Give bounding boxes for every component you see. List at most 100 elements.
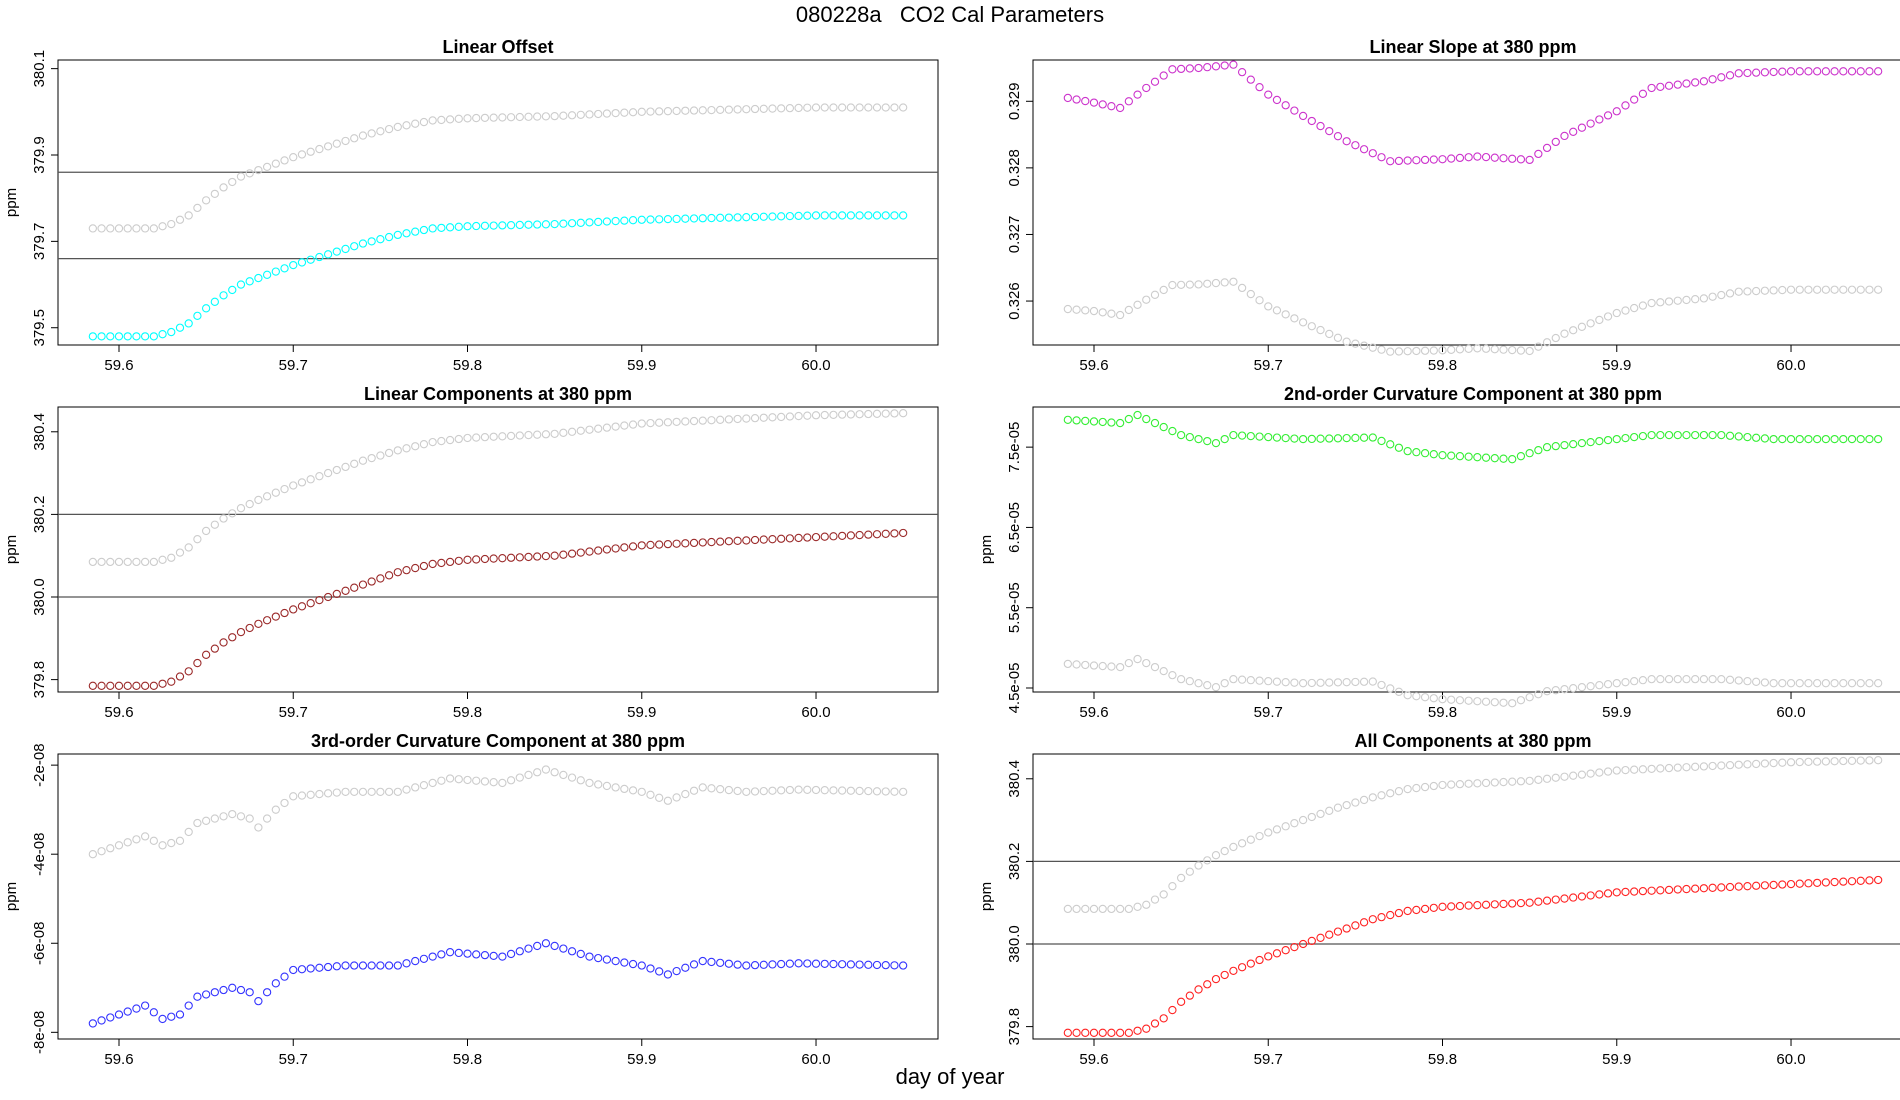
data-point — [376, 787, 385, 797]
data-point — [1847, 67, 1857, 76]
data-point — [1473, 344, 1482, 353]
data-point — [1124, 658, 1133, 668]
data-point — [411, 783, 420, 792]
data-point — [672, 106, 681, 116]
data-point — [655, 967, 664, 976]
series-reference — [1063, 654, 1883, 708]
data-point — [1813, 67, 1822, 76]
data-point — [1717, 761, 1726, 770]
data-point — [1725, 71, 1735, 80]
data-point — [742, 213, 751, 222]
data-point — [106, 557, 115, 567]
data-point — [541, 551, 551, 561]
data-point — [620, 216, 629, 225]
data-point — [210, 520, 219, 529]
data-point — [1821, 679, 1831, 688]
data-point — [132, 681, 141, 690]
data-point — [646, 790, 655, 799]
data-point — [506, 949, 516, 959]
data-point — [97, 332, 106, 341]
data-point — [1577, 322, 1587, 331]
data-point — [149, 224, 158, 233]
data-point — [681, 963, 690, 972]
data-point — [1333, 927, 1343, 936]
data-point — [219, 985, 228, 995]
data-point — [1133, 654, 1142, 664]
data-point — [280, 264, 289, 273]
data-point — [1142, 83, 1151, 93]
data-point — [1664, 297, 1674, 306]
data-point — [559, 219, 568, 228]
data-point — [1586, 437, 1595, 447]
data-point — [419, 561, 429, 571]
data-point — [1176, 430, 1186, 440]
data-point — [1220, 434, 1229, 444]
data-point — [1708, 75, 1717, 84]
data-point — [1325, 126, 1334, 136]
data-point — [1237, 431, 1247, 440]
data-point — [1359, 341, 1369, 350]
data-point — [1316, 933, 1325, 942]
data-point — [890, 103, 899, 112]
data-point — [1072, 660, 1081, 669]
data-point — [1638, 301, 1648, 310]
data-point — [637, 787, 646, 797]
data-point — [123, 838, 132, 847]
data-point — [550, 551, 559, 560]
data-point — [1272, 433, 1282, 442]
data-point — [1403, 784, 1412, 794]
data-point — [855, 103, 864, 112]
data-point — [820, 532, 829, 541]
data-point — [846, 531, 856, 540]
data-point — [480, 113, 490, 123]
data-point — [881, 211, 890, 220]
data-point — [1743, 677, 1752, 686]
data-point — [210, 189, 219, 199]
data-point — [1630, 677, 1639, 686]
data-point — [1412, 346, 1421, 356]
series-current — [1063, 410, 1883, 464]
data-point — [201, 196, 211, 205]
data-point — [1185, 64, 1194, 73]
data-point — [1237, 675, 1247, 684]
data-point — [445, 435, 455, 445]
data-point — [1098, 100, 1107, 109]
data-point — [1342, 337, 1351, 346]
data-point — [872, 409, 882, 418]
data-point — [1176, 997, 1186, 1006]
x-tick-label: 60.0 — [1776, 704, 1805, 721]
data-point — [1072, 95, 1081, 104]
data-point — [219, 812, 228, 821]
data-point — [1865, 434, 1874, 444]
data-point — [716, 537, 725, 546]
data-point — [655, 215, 664, 224]
data-point — [1743, 882, 1752, 891]
data-point — [1386, 684, 1395, 693]
data-point — [167, 219, 176, 229]
data-point — [1333, 434, 1343, 443]
data-point — [550, 111, 559, 121]
data-point — [1595, 681, 1604, 690]
data-point — [1429, 346, 1438, 355]
data-point — [1403, 691, 1412, 700]
data-point — [411, 563, 420, 573]
data-point — [1081, 904, 1090, 914]
data-point — [1386, 789, 1395, 798]
y-tick-label: 0.327 — [1006, 216, 1023, 254]
data-point — [1255, 831, 1264, 841]
data-point — [1621, 306, 1630, 315]
data-point — [1368, 343, 1377, 352]
data-point — [777, 212, 786, 221]
data-point — [707, 213, 716, 223]
data-point — [88, 557, 98, 567]
data-point — [1786, 285, 1796, 294]
data-point — [1743, 760, 1752, 769]
data-point — [1595, 768, 1604, 777]
data-point — [698, 214, 707, 223]
data-point — [1691, 78, 1700, 87]
data-point — [1830, 67, 1839, 76]
data-point — [289, 260, 298, 270]
x-tick-label: 59.6 — [104, 704, 133, 721]
data-point — [1150, 1019, 1160, 1028]
data-point — [1211, 278, 1221, 288]
